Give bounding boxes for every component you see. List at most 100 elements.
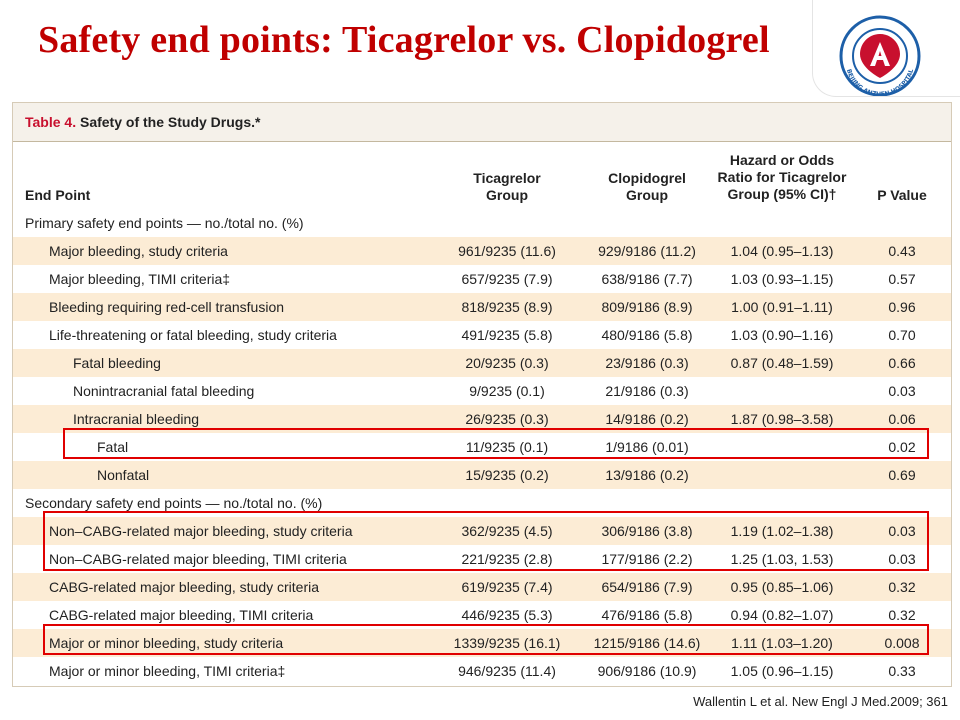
cell-p-value: 0.70 [888, 327, 916, 343]
row-label: Major bleeding, study criteria [49, 243, 228, 259]
table-caption-bar: Table 4. Safety of the Study Drugs.* [13, 103, 951, 142]
row-label: Nonfatal [97, 467, 150, 483]
table-row: CABG-related major bleeding, study crite… [13, 573, 951, 601]
cell-hazard-ratio: 1.25 (1.03, 1.53) [730, 551, 834, 567]
cell-hazard-ratio: 1.03 (0.93–1.15) [730, 271, 834, 287]
cell-hazard-ratio: 1.05 (0.96–1.15) [730, 663, 834, 679]
cell-hazard-ratio [713, 377, 851, 405]
cell-p-value [865, 209, 939, 237]
cell-hazard-ratio [713, 461, 851, 489]
table-row: CABG-related major bleeding, TIMI criter… [13, 601, 951, 629]
table-row: Major bleeding, TIMI criteria‡ 657/9235 (… [13, 265, 951, 293]
row-label: CABG-related major bleeding, TIMI criter… [49, 607, 314, 623]
table-row: Nonintracranial fatal bleeding 9/9235 (0.… [13, 377, 951, 405]
table-row: Non–CABG-related major bleeding, TIMI cr… [13, 545, 951, 573]
table-row: Bleeding requiring red-cell transfusion 8… [13, 293, 951, 321]
cell-ticagrelor [423, 489, 591, 517]
table-row: Major or minor bleeding, study criteria 1… [13, 629, 951, 657]
cell-hazard-ratio: 0.87 (0.48–1.59) [730, 355, 834, 371]
row-label: Secondary safety end points — no./total … [25, 495, 323, 511]
cell-ticagrelor: 619/9235 (7.4) [461, 579, 553, 595]
cell-clopidogrel: 21/9186 (0.3) [605, 383, 689, 399]
table-caption: Table 4. Safety of the Study Drugs.* [25, 114, 260, 130]
row-label: Primary safety end points — no./total no… [25, 215, 304, 231]
cell-p-value: 0.008 [884, 635, 920, 651]
header-p-value: P Value [877, 187, 927, 203]
row-label: Intracranial bleeding [73, 411, 200, 427]
cell-ticagrelor: 491/9235 (5.8) [461, 327, 553, 343]
cell-p-value: 0.96 [888, 299, 916, 315]
cell-ticagrelor: 9/9235 (0.1) [469, 383, 545, 399]
header-clopidogrel: Clopidogrel Group [608, 170, 686, 203]
table-row: Non–CABG-related major bleeding, study c… [13, 517, 951, 545]
cell-p-value: 0.03 [888, 523, 916, 539]
row-label: Fatal bleeding [73, 355, 161, 371]
cell-clopidogrel [577, 489, 717, 517]
table-number: Table 4. [25, 114, 77, 130]
row-label: Major bleeding, TIMI criteria‡ [49, 271, 231, 287]
cell-ticagrelor: 221/9235 (2.8) [461, 551, 553, 567]
cell-hazard-ratio: 1.87 (0.98–3.58) [730, 411, 834, 427]
table-row: Nonfatal 15/9235 (0.2) 13/9186 (0.2) 0.69 [13, 461, 951, 489]
cell-clopidogrel [577, 209, 717, 237]
table-row: Major or minor bleeding, TIMI criteria‡ 9… [13, 657, 951, 685]
cell-clopidogrel: 23/9186 (0.3) [605, 355, 689, 371]
cell-clopidogrel: 929/9186 (11.2) [598, 243, 696, 259]
header-hazard-ratio: Hazard or Odds Ratio for Ticagrelor Grou… [717, 152, 847, 202]
cell-clopidogrel: 13/9186 (0.2) [605, 467, 689, 483]
header-end-point: End Point [25, 187, 91, 203]
hospital-logo-icon: BEIJING ANZHEN HOSPITAL [834, 14, 926, 98]
cell-p-value: 0.66 [888, 355, 916, 371]
cell-hazard-ratio: 1.11 (1.03–1.20) [731, 635, 833, 651]
cell-hazard-ratio [713, 433, 851, 461]
cell-clopidogrel: 1215/9186 (14.6) [593, 635, 701, 651]
cell-hazard-ratio: 1.03 (0.90–1.16) [730, 327, 834, 343]
cell-clopidogrel: 177/9186 (2.2) [601, 551, 693, 567]
cell-clopidogrel: 306/9186 (3.8) [601, 523, 693, 539]
table-row: Secondary safety end points — no./total … [13, 489, 951, 517]
citation: Wallentin L et al. New Engl J Med.2009; … [693, 694, 948, 709]
cell-clopidogrel: 476/9186 (5.8) [601, 607, 693, 623]
cell-p-value: 0.06 [888, 411, 916, 427]
table-row: Primary safety end points — no./total no… [13, 209, 951, 237]
cell-p-value: 0.43 [888, 243, 916, 259]
cell-ticagrelor: 657/9235 (7.9) [461, 271, 553, 287]
cell-ticagrelor: 15/9235 (0.2) [465, 467, 549, 483]
cell-p-value: 0.69 [888, 467, 916, 483]
table-row: Major bleeding, study criteria 961/9235 (… [13, 237, 951, 265]
row-label: Major or minor bleeding, TIMI criteria‡ [49, 663, 286, 679]
cell-hazard-ratio [713, 489, 851, 517]
row-label: Non–CABG-related major bleeding, TIMI cr… [49, 551, 347, 567]
slide-title: Safety end points: Ticagrelor vs. Clopid… [38, 19, 770, 61]
cell-p-value: 0.57 [888, 271, 916, 287]
row-label: Major or minor bleeding, study criteria [49, 635, 284, 651]
cell-p-value: 0.32 [888, 607, 916, 623]
cell-ticagrelor: 946/9235 (11.4) [458, 663, 556, 679]
header-ticagrelor: Ticagrelor Group [473, 170, 541, 203]
table-row: Intracranial bleeding 26/9235 (0.3) 14/918… [13, 405, 951, 433]
cell-ticagrelor: 1339/9235 (16.1) [453, 635, 561, 651]
cell-hazard-ratio: 1.19 (1.02–1.38) [730, 523, 834, 539]
logo-frame [812, 0, 960, 97]
cell-p-value: 0.02 [888, 439, 916, 455]
cell-ticagrelor: 362/9235 (4.5) [461, 523, 553, 539]
cell-ticagrelor: 961/9235 (11.6) [458, 243, 556, 259]
cell-hazard-ratio: 1.04 (0.95–1.13) [730, 243, 834, 259]
row-label: Non–CABG-related major bleeding, study c… [49, 523, 353, 539]
cell-clopidogrel: 654/9186 (7.9) [601, 579, 693, 595]
cell-p-value: 0.03 [888, 383, 916, 399]
cell-clopidogrel: 480/9186 (5.8) [601, 327, 693, 343]
cell-p-value [865, 489, 939, 517]
cell-hazard-ratio: 0.95 (0.85–1.06) [730, 579, 834, 595]
cell-p-value: 0.32 [888, 579, 916, 595]
cell-hazard-ratio [713, 209, 851, 237]
table-row: Fatal 11/9235 (0.1) 1/9186 (0.01) 0.02 [13, 433, 951, 461]
cell-clopidogrel: 906/9186 (10.9) [597, 663, 697, 679]
row-label: Bleeding requiring red-cell transfusion [49, 299, 285, 315]
table-row: Life-threatening or fatal bleeding, stud… [13, 321, 951, 349]
cell-ticagrelor: 20/9235 (0.3) [465, 355, 549, 371]
cell-ticagrelor [423, 209, 591, 237]
study-drugs-table: Table 4. Safety of the Study Drugs.* End… [12, 102, 952, 687]
table-row: Fatal bleeding 20/9235 (0.3) 23/9186 (0.3)… [13, 349, 951, 377]
cell-clopidogrel: 14/9186 (0.2) [605, 411, 689, 427]
